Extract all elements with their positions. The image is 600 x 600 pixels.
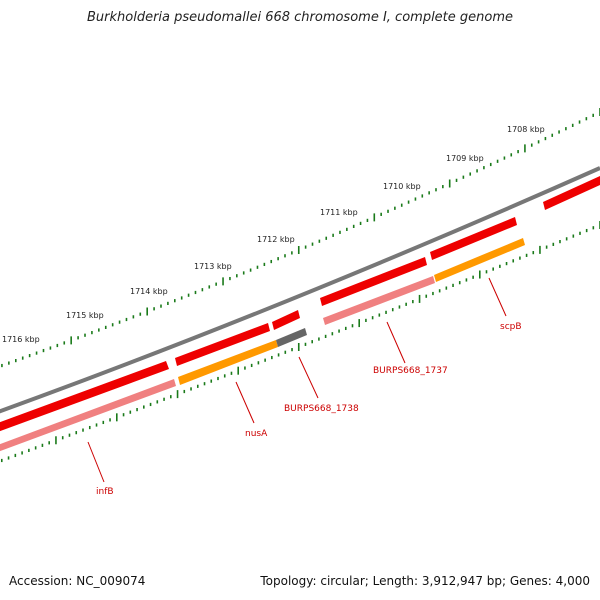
gene-bar-nusA[interactable] [175, 323, 270, 366]
gene-bar-next[interactable] [543, 176, 600, 210]
gene-label-scpB: scpB [500, 322, 522, 332]
tick-label: 1716 kbp [2, 335, 40, 344]
cds-bar-infB[interactable] [0, 379, 176, 453]
tick-label: 1712 kbp [257, 235, 295, 244]
gene-bar-infB[interactable] [0, 361, 169, 433]
backbone-arc [0, 166, 600, 414]
gene-bar-BURPS668_1738[interactable] [272, 310, 300, 330]
tick-label: 1713 kbp [194, 262, 232, 271]
gene-label-BURPS668_1738: BURPS668_1738 [284, 404, 359, 414]
accession-text: Accession: NC_009074 [9, 574, 146, 588]
tick-label: 1711 kbp [320, 208, 358, 217]
gene-track [0, 176, 600, 433]
gene-label-infB: infB [96, 487, 114, 497]
cds-bar-nusA[interactable] [178, 340, 278, 385]
cds-bar-scpB[interactable] [434, 238, 525, 282]
tick-track [0, 108, 600, 463]
gene-label-nusA: nusA [245, 429, 268, 439]
gene-bar-scpB[interactable] [430, 217, 517, 260]
cds-bar-BURPS668_1738[interactable] [276, 328, 307, 347]
gene-labels: infB nusA BURPS668_1738 BURPS668_1737 sc… [87, 277, 522, 497]
tick-label: 1714 kbp [130, 287, 168, 296]
tick-label: 1708 kbp [507, 125, 545, 134]
cds-bar-BURPS668_1737[interactable] [323, 276, 435, 325]
tick-labels: 1708 kbp 1709 kbp 1710 kbp 1711 kbp 1712… [2, 125, 545, 344]
gene-bar-BURPS668_1737[interactable] [320, 257, 427, 306]
gene-label-BURPS668_1737: BURPS668_1737 [373, 366, 448, 376]
genome-stats-text: Topology: circular; Length: 3,912,947 bp… [260, 574, 590, 588]
cds-track [0, 238, 525, 453]
tick-label: 1710 kbp [383, 182, 421, 191]
map-title: Burkholderia pseudomallei 668 chromosome… [86, 10, 514, 25]
tick-label: 1715 kbp [66, 311, 104, 320]
tick-label: 1709 kbp [446, 154, 484, 163]
